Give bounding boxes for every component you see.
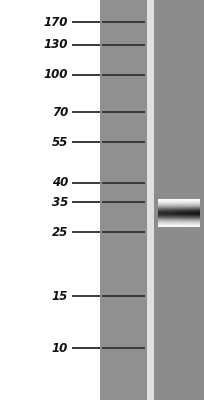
- Text: 35: 35: [52, 196, 68, 208]
- Bar: [158, 214, 200, 215]
- Text: 130: 130: [44, 38, 68, 52]
- Text: 15: 15: [52, 290, 68, 302]
- Bar: [164, 200, 166, 226]
- Bar: [166, 200, 169, 226]
- Bar: [190, 200, 192, 226]
- Bar: [194, 200, 196, 226]
- Bar: [158, 203, 200, 204]
- Bar: [158, 217, 200, 218]
- Bar: [158, 204, 200, 205]
- Bar: [100, 0, 147, 400]
- Bar: [158, 219, 200, 220]
- Text: 40: 40: [52, 176, 68, 190]
- Bar: [196, 200, 198, 226]
- Bar: [158, 220, 200, 221]
- Bar: [158, 207, 200, 208]
- Bar: [158, 222, 200, 223]
- Bar: [154, 0, 204, 400]
- Bar: [160, 200, 162, 226]
- Bar: [183, 200, 185, 226]
- Bar: [171, 200, 173, 226]
- Bar: [158, 211, 200, 212]
- Bar: [158, 226, 200, 227]
- Bar: [169, 200, 171, 226]
- Bar: [158, 212, 200, 213]
- Bar: [158, 215, 200, 216]
- Text: 25: 25: [52, 226, 68, 238]
- Text: 70: 70: [52, 106, 68, 118]
- Bar: [158, 209, 200, 210]
- Bar: [158, 206, 200, 207]
- Bar: [158, 200, 160, 226]
- Bar: [185, 200, 187, 226]
- Bar: [158, 218, 200, 219]
- Bar: [162, 200, 164, 226]
- Bar: [179, 200, 181, 226]
- Bar: [158, 210, 200, 211]
- Bar: [177, 200, 179, 226]
- Bar: [158, 224, 200, 225]
- Bar: [175, 200, 177, 226]
- Text: 10: 10: [52, 342, 68, 354]
- Bar: [158, 213, 200, 214]
- Bar: [173, 200, 175, 226]
- Bar: [158, 205, 200, 206]
- Bar: [158, 202, 200, 203]
- Bar: [198, 200, 200, 226]
- Bar: [181, 200, 183, 226]
- Bar: [158, 199, 200, 200]
- Bar: [187, 200, 190, 226]
- Bar: [147, 0, 154, 400]
- Bar: [158, 198, 200, 199]
- Bar: [158, 208, 200, 209]
- Bar: [158, 221, 200, 222]
- Bar: [158, 200, 200, 201]
- Bar: [158, 225, 200, 226]
- Text: 55: 55: [52, 136, 68, 148]
- Bar: [158, 201, 200, 202]
- Bar: [158, 223, 200, 224]
- Bar: [192, 200, 194, 226]
- Text: 100: 100: [44, 68, 68, 82]
- Bar: [158, 216, 200, 217]
- Text: 170: 170: [44, 16, 68, 28]
